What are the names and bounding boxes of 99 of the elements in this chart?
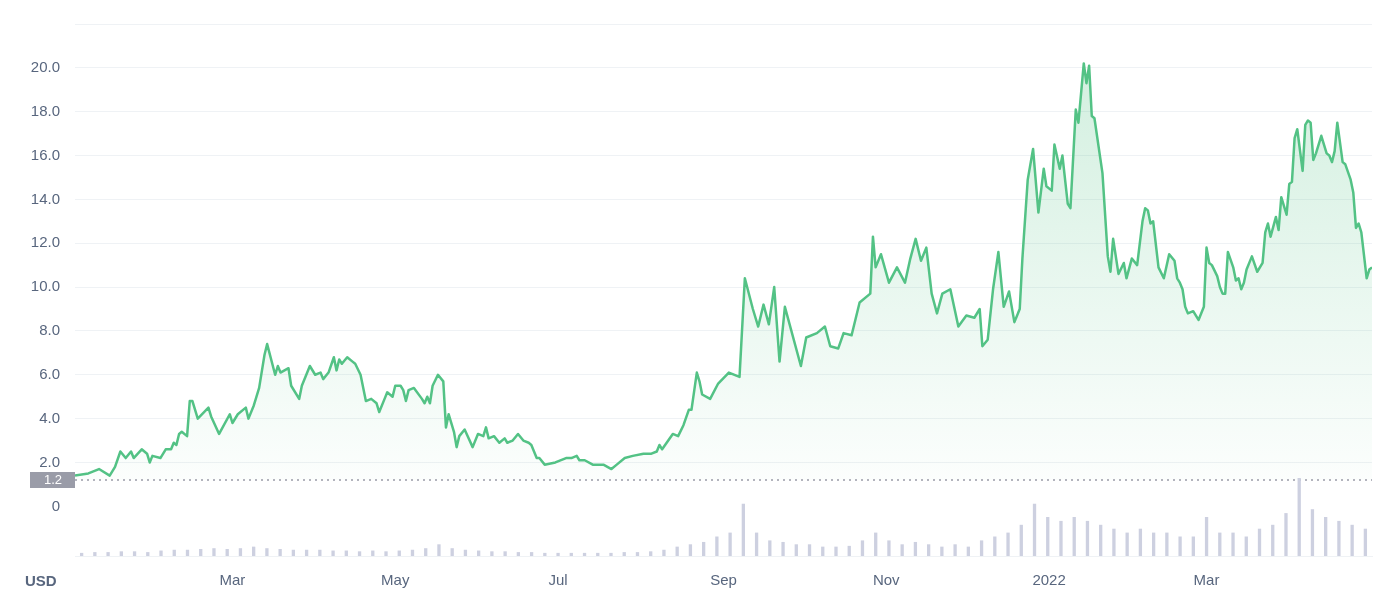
bar bbox=[132, 551, 137, 556]
bar bbox=[1046, 517, 1050, 556]
x-tick-label: Mar bbox=[1193, 571, 1220, 589]
y-tick-label: 10.0 bbox=[30, 277, 60, 295]
bar bbox=[490, 551, 494, 556]
x-tick-label: Sep bbox=[710, 571, 737, 589]
bar bbox=[1204, 517, 1209, 556]
bar bbox=[450, 548, 454, 556]
bar bbox=[529, 552, 534, 556]
bar bbox=[1032, 503, 1037, 556]
bar bbox=[926, 544, 931, 556]
bar bbox=[1151, 532, 1156, 556]
bar bbox=[265, 548, 269, 556]
bar bbox=[119, 551, 123, 556]
y-tick-label: 18.0 bbox=[30, 101, 60, 119]
bar bbox=[569, 552, 573, 556]
x-tick-label: May bbox=[381, 571, 410, 589]
bar bbox=[225, 548, 229, 556]
bar bbox=[834, 546, 838, 556]
bar bbox=[1059, 520, 1063, 556]
y-tick-label: 2.0 bbox=[39, 452, 60, 470]
bar bbox=[1178, 536, 1182, 556]
bar bbox=[437, 544, 441, 556]
text: 0 bbox=[51, 497, 60, 515]
x-tick-label: Jul bbox=[548, 571, 568, 589]
bar bbox=[1112, 528, 1116, 556]
y-tick-label: 8.0 bbox=[39, 321, 60, 339]
bar bbox=[913, 541, 918, 556]
bar bbox=[807, 544, 812, 556]
bar bbox=[1085, 520, 1090, 556]
x-tick-label: Nov bbox=[872, 571, 901, 589]
bar bbox=[1350, 524, 1354, 556]
bar bbox=[212, 548, 216, 556]
bar bbox=[556, 552, 560, 556]
bar bbox=[1218, 532, 1222, 556]
bar bbox=[1099, 524, 1103, 556]
y-tick-label: 6.0 bbox=[39, 364, 60, 382]
bar bbox=[701, 541, 706, 556]
bar bbox=[649, 551, 653, 556]
bar bbox=[622, 552, 626, 556]
bar bbox=[794, 544, 798, 556]
y-tick-label: 16.0 bbox=[30, 145, 60, 163]
ref-line-label: 1.2 bbox=[43, 471, 63, 487]
bar bbox=[754, 532, 759, 556]
bar bbox=[874, 532, 878, 556]
bar bbox=[1324, 517, 1328, 556]
bar bbox=[331, 550, 335, 556]
bar bbox=[1271, 524, 1275, 556]
bar bbox=[1019, 524, 1023, 556]
y-tick-label: 4.0 bbox=[39, 408, 60, 426]
bar bbox=[609, 552, 613, 556]
bar bbox=[688, 544, 693, 556]
y-tick-label: 14.0 bbox=[30, 189, 60, 207]
bar bbox=[1257, 528, 1262, 556]
bar bbox=[503, 551, 507, 556]
bar bbox=[1284, 513, 1288, 556]
bar bbox=[146, 552, 150, 556]
bar bbox=[1165, 532, 1169, 556]
bar bbox=[781, 541, 785, 556]
bar bbox=[384, 551, 388, 556]
bar bbox=[1363, 528, 1368, 556]
bar bbox=[79, 552, 84, 556]
bar bbox=[1006, 532, 1010, 556]
bar bbox=[1072, 517, 1076, 556]
bar bbox=[715, 536, 719, 556]
bar bbox=[979, 540, 984, 556]
bar bbox=[728, 532, 732, 556]
y-tick-label: 20.0 bbox=[30, 57, 60, 75]
bar bbox=[900, 544, 904, 556]
bar bbox=[1231, 532, 1235, 556]
bar bbox=[662, 549, 666, 556]
bar bbox=[887, 540, 891, 556]
y-tick-label: 12.0 bbox=[30, 233, 60, 251]
bar bbox=[860, 540, 865, 556]
bar bbox=[278, 548, 282, 556]
bar bbox=[238, 548, 243, 556]
bar bbox=[1310, 509, 1315, 556]
bar bbox=[543, 552, 547, 556]
x-tick-label: 2022 bbox=[1032, 571, 1066, 589]
bar bbox=[1125, 532, 1129, 556]
bar bbox=[741, 503, 746, 556]
bar bbox=[1297, 478, 1301, 556]
bar bbox=[516, 552, 521, 556]
bar bbox=[1138, 528, 1143, 556]
bar bbox=[596, 552, 600, 556]
bar bbox=[1337, 520, 1341, 556]
bar bbox=[199, 548, 203, 556]
bar bbox=[635, 552, 640, 556]
bar bbox=[424, 548, 428, 556]
bar bbox=[768, 540, 772, 556]
bar bbox=[582, 552, 587, 556]
text: USD bbox=[25, 572, 57, 590]
bar bbox=[106, 552, 110, 556]
bar bbox=[357, 551, 362, 556]
bar bbox=[940, 546, 944, 556]
bar bbox=[953, 544, 957, 556]
bar bbox=[159, 550, 163, 556]
x-tick-label: Mar bbox=[219, 571, 246, 589]
bar bbox=[93, 552, 97, 556]
